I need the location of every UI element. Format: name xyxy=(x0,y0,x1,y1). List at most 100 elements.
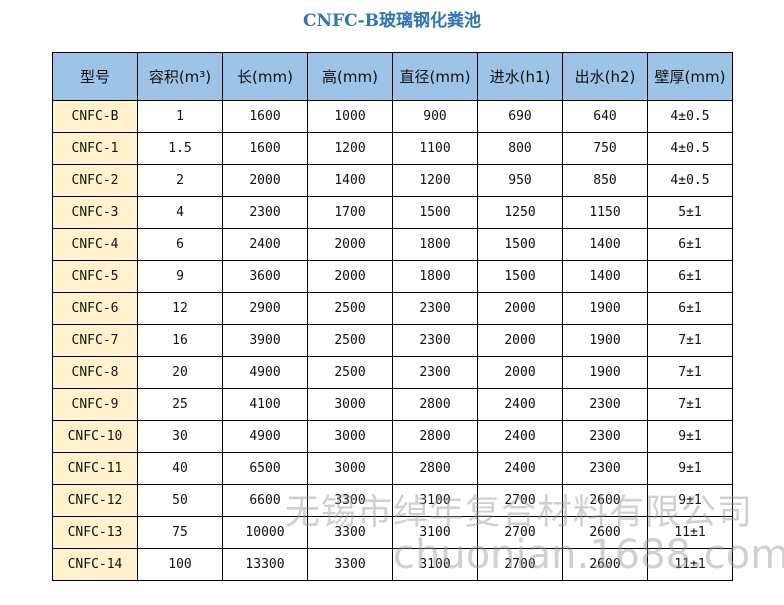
table-cell: 1400 xyxy=(562,260,648,293)
table-cell: 3100 xyxy=(392,484,478,517)
table-cell: 2700 xyxy=(477,516,563,549)
table-cell: 1500 xyxy=(392,196,478,229)
table-row: CNFC-4 6 2400 2000 1800 1500 1400 6±1 xyxy=(52,228,733,261)
table-cell: 1500 xyxy=(477,228,563,261)
table-cell: 6 xyxy=(137,228,223,261)
table-cell: 2600 xyxy=(562,548,648,581)
model-cell: CNFC-7 xyxy=(52,324,138,357)
table-cell: 30 xyxy=(137,420,223,453)
table-cell: 800 xyxy=(477,132,563,165)
column-header: 长(mm) xyxy=(222,52,308,101)
column-header: 高(mm) xyxy=(307,52,393,101)
table-cell: 3100 xyxy=(392,516,478,549)
table-cell: 2700 xyxy=(477,548,563,581)
table-cell: 2000 xyxy=(477,356,563,389)
table-header-row: 型号 容积(m³) 长(mm) 高(mm) 直径(mm) 进水(h1) 出水(h2) 壁厚(m… xyxy=(52,52,733,101)
table-cell: 2800 xyxy=(392,388,478,421)
table-row: CNFC-1 1.5 1600 1200 1100 800 750 4±0.5 xyxy=(52,132,733,165)
table-cell: 1200 xyxy=(307,132,393,165)
model-cell: CNFC-10 xyxy=(52,420,138,453)
table-cell: 10000 xyxy=(222,516,308,549)
table-cell: 1900 xyxy=(562,356,648,389)
table-cell: 7±1 xyxy=(647,324,733,357)
table-cell: 2600 xyxy=(562,516,648,549)
table-cell: 2300 xyxy=(392,292,478,325)
table-row: CNFC-10 30 4900 3000 2800 2400 2300 9±1 xyxy=(52,420,733,453)
table-cell: 6500 xyxy=(222,452,308,485)
table-cell: 6±1 xyxy=(647,292,733,325)
table-cell: 16 xyxy=(137,324,223,357)
table-cell: 2300 xyxy=(562,452,648,485)
table-cell: 2000 xyxy=(222,164,308,197)
table-cell: 2000 xyxy=(477,324,563,357)
table-cell: 2300 xyxy=(562,420,648,453)
table-cell: 1900 xyxy=(562,292,648,325)
table-cell: 4±0.5 xyxy=(647,132,733,165)
table-cell: 4 xyxy=(137,196,223,229)
table-cell: 9±1 xyxy=(647,484,733,517)
table-row: CNFC-B 1 1600 1000 900 690 640 4±0.5 xyxy=(52,100,733,133)
table-cell: 1250 xyxy=(477,196,563,229)
table-cell: 2400 xyxy=(477,388,563,421)
table-cell: 6±1 xyxy=(647,228,733,261)
table-cell: 2500 xyxy=(307,292,393,325)
table-cell: 3300 xyxy=(307,548,393,581)
column-header: 出水(h2) xyxy=(562,52,648,101)
table-cell: 7±1 xyxy=(647,356,733,389)
table-cell: 4900 xyxy=(222,420,308,453)
table-cell: 25 xyxy=(137,388,223,421)
table-cell: 9±1 xyxy=(647,452,733,485)
table-cell: 690 xyxy=(477,100,563,133)
model-cell: CNFC-12 xyxy=(52,484,138,517)
table-cell: 2600 xyxy=(562,484,648,517)
table-cell: 2900 xyxy=(222,292,308,325)
model-cell: CNFC-13 xyxy=(52,516,138,549)
table-cell: 11±1 xyxy=(647,548,733,581)
model-cell: CNFC-6 xyxy=(52,292,138,325)
page-title: CNFC-B玻璃钢化粪池 xyxy=(302,11,482,31)
table-cell: 3000 xyxy=(307,420,393,453)
table-row: CNFC-13 75 10000 3300 3100 2700 2600 11±1 xyxy=(52,516,733,549)
table-cell: 3300 xyxy=(307,484,393,517)
table-cell: 3600 xyxy=(222,260,308,293)
model-cell: CNFC-11 xyxy=(52,452,138,485)
table-cell: 5±1 xyxy=(647,196,733,229)
table-cell: 750 xyxy=(562,132,648,165)
table-cell: 3300 xyxy=(307,516,393,549)
model-cell: CNFC-3 xyxy=(52,196,138,229)
table-cell: 1800 xyxy=(392,228,478,261)
table-cell: 20 xyxy=(137,356,223,389)
table-cell: 2000 xyxy=(477,292,563,325)
model-cell: CNFC-8 xyxy=(52,356,138,389)
table-cell: 2300 xyxy=(562,388,648,421)
table-cell: 2300 xyxy=(392,356,478,389)
table-cell: 1400 xyxy=(562,228,648,261)
table-cell: 2400 xyxy=(222,228,308,261)
table-cell: 40 xyxy=(137,452,223,485)
table-cell: 4900 xyxy=(222,356,308,389)
table-cell: 11±1 xyxy=(647,516,733,549)
table-cell: 2500 xyxy=(307,324,393,357)
table-cell: 13300 xyxy=(222,548,308,581)
table-cell: 9±1 xyxy=(647,420,733,453)
table-cell: 9 xyxy=(137,260,223,293)
table-cell: 1700 xyxy=(307,196,393,229)
table-cell: 2400 xyxy=(477,452,563,485)
table-cell: 3900 xyxy=(222,324,308,357)
table-cell: 640 xyxy=(562,100,648,133)
table-row: CNFC-7 16 3900 2500 2300 2000 1900 7±1 xyxy=(52,324,733,357)
table-cell: 1 xyxy=(137,100,223,133)
table-cell: 950 xyxy=(477,164,563,197)
table-row: CNFC-14 100 13300 3300 3100 2700 2600 11±1 xyxy=(52,548,733,581)
table-cell: 1800 xyxy=(392,260,478,293)
table-cell: 1.5 xyxy=(137,132,223,165)
table-cell: 4100 xyxy=(222,388,308,421)
table-row: CNFC-5 9 3600 2000 1800 1500 1400 6±1 xyxy=(52,260,733,293)
table-row: CNFC-12 50 6600 3300 3100 2700 2600 9±1 xyxy=(52,484,733,517)
table-cell: 900 xyxy=(392,100,478,133)
model-cell: CNFC-2 xyxy=(52,164,138,197)
table-cell: 100 xyxy=(137,548,223,581)
column-header: 壁厚(mm) xyxy=(647,52,733,101)
table-cell: 1600 xyxy=(222,100,308,133)
table-cell: 2 xyxy=(137,164,223,197)
